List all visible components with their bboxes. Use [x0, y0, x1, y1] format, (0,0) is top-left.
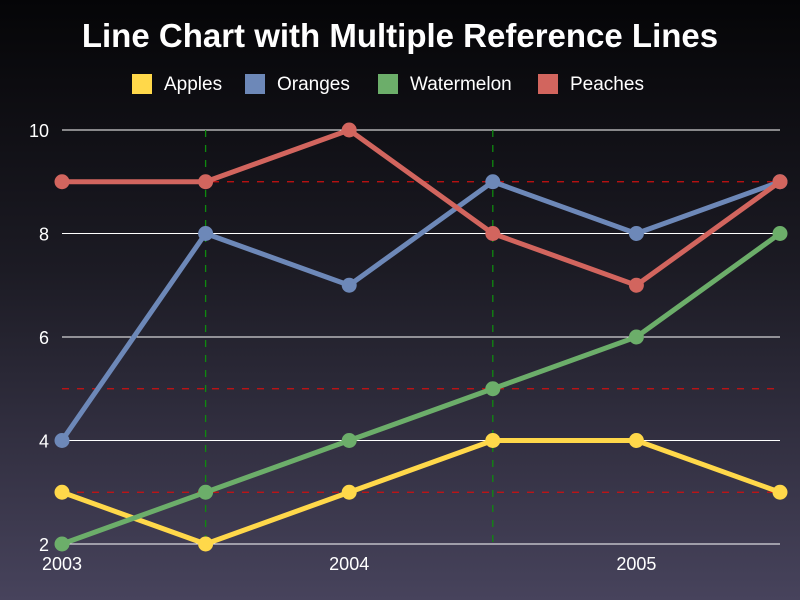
data-point-watermelon-5 [772, 226, 788, 241]
legend-label-apples: Apples [164, 74, 222, 95]
series-line-watermelon [59, 231, 783, 547]
legend-swatch-apples [132, 74, 152, 94]
legend-label-peaches: Peaches [570, 74, 644, 95]
data-point-peaches-5 [772, 174, 788, 190]
data-point-watermelon-4 [628, 329, 644, 345]
data-point-peaches-0 [54, 174, 70, 190]
legend-swatch-watermelon [378, 74, 398, 94]
data-point-oranges-0 [54, 433, 70, 448]
x-tick-label-2003: 2003 [42, 554, 82, 574]
y-tick-label-4: 4 [39, 432, 49, 452]
data-point-apples-1 [198, 536, 214, 552]
data-point-oranges-2 [341, 277, 357, 293]
data-point-apples-0 [54, 484, 70, 500]
axis-ticks: 2 4 6 8 10 2003 2004 2005 [29, 121, 656, 574]
x-tick-label-2004: 2004 [329, 554, 369, 574]
legend: Apples Oranges Watermelon Peaches [132, 74, 644, 95]
data-point-apples-2 [341, 484, 357, 500]
data-point-peaches-3 [485, 226, 501, 241]
data-point-oranges-4 [628, 226, 644, 241]
series-line-oranges [59, 179, 783, 443]
legend-swatch-oranges [245, 74, 265, 94]
reference-lines [62, 130, 780, 544]
grid [62, 129, 780, 545]
data-point-peaches-2 [341, 122, 357, 138]
data-point-apples-5 [772, 484, 788, 500]
data-point-oranges-1 [198, 226, 214, 241]
data-point-oranges-3 [485, 174, 501, 190]
data-point-watermelon-2 [341, 433, 357, 448]
data-point-peaches-1 [198, 174, 214, 190]
data-point-watermelon-0 [54, 536, 70, 552]
series-line-peaches [59, 127, 783, 288]
y-tick-label-10: 10 [29, 121, 49, 141]
chart-title: Line Chart with Multiple Reference Lines [82, 17, 718, 54]
y-tick-label-6: 6 [39, 328, 49, 348]
data-point-watermelon-3 [485, 381, 501, 397]
y-tick-label-8: 8 [39, 225, 49, 245]
legend-label-oranges: Oranges [277, 74, 350, 95]
y-tick-label-2: 2 [39, 535, 49, 555]
data-point-watermelon-1 [198, 484, 214, 500]
series-line-apples [59, 438, 783, 547]
data-point-apples-4 [628, 433, 644, 448]
legend-label-watermelon: Watermelon [410, 74, 512, 95]
data-point-peaches-4 [628, 277, 644, 293]
x-tick-label-2005: 2005 [616, 554, 656, 574]
series-group [54, 122, 788, 552]
legend-swatch-peaches [538, 74, 558, 94]
data-point-apples-3 [485, 433, 501, 448]
